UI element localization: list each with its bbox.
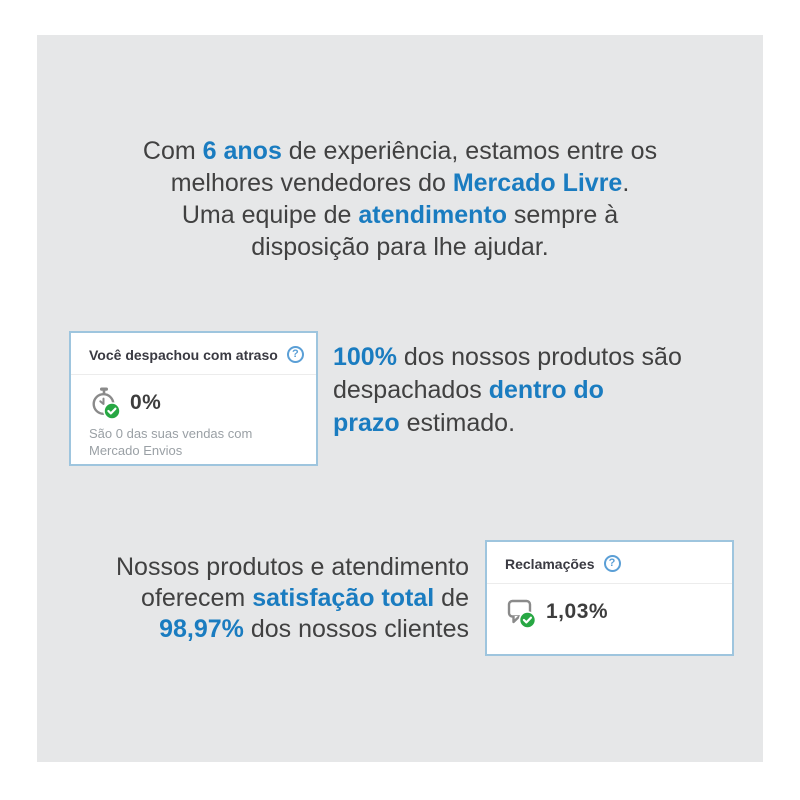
help-icon[interactable]: ? <box>286 346 304 363</box>
chat-check-icon <box>507 599 537 629</box>
claims-metric-card: Reclamações ? 1,03% <box>485 540 734 656</box>
help-icon[interactable]: ? <box>603 555 621 572</box>
shipping-late-value: 0% <box>130 391 162 414</box>
stopwatch-check-icon <box>92 387 121 420</box>
promo-panel: Com 6 anos de experiência, estamos entre… <box>37 35 763 762</box>
satisfaction-claim-text: Nossos produtos e atendimento oferecem sa… <box>116 553 469 643</box>
card-title-claims: Reclamações <box>505 555 595 572</box>
shipping-metric-card: Você despachou com atraso ? 0% São 0 das… <box>69 331 318 466</box>
card-title-shipping: Você despachou com atraso <box>89 346 278 363</box>
claims-value: 1,03% <box>546 600 609 623</box>
shipping-claim-text: 100% dos nossos produtos são despachados … <box>333 343 682 437</box>
shipping-note: São 0 das suas vendas com Mercado Envios <box>89 426 253 458</box>
intro-text: Com 6 anos de experiência, estamos entre… <box>142 137 658 261</box>
